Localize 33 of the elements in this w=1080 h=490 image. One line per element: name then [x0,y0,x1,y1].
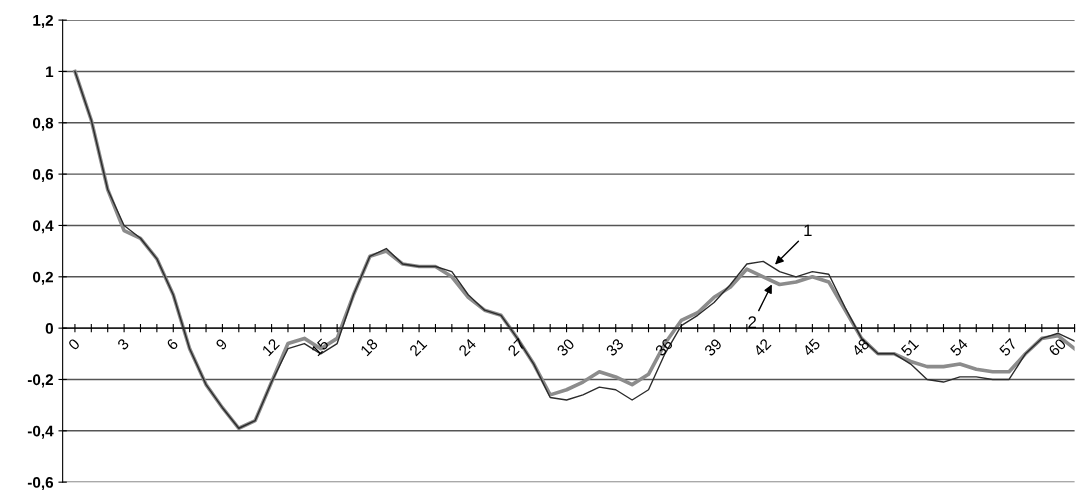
x-tick-label: 48 [851,337,870,357]
y-tick-label: 0,8 [32,117,54,131]
x-tick-label: 18 [359,337,379,357]
x-tick-label: 57 [998,338,1018,357]
x-tick-label: 51 [900,338,920,357]
x-tick-label: 0 [67,337,81,351]
x-tick-label: 3 [116,337,130,351]
y-tick-label: 1 [46,66,54,77]
y-tick-label: -0,2 [27,374,53,388]
x-tick-label: 15 [310,338,330,357]
x-tick-label: 36 [654,337,674,357]
x-tick-label: 39 [703,337,723,357]
x-tick-label: 12 [261,337,280,357]
y-tick-label: -0,4 [27,425,54,439]
y-tick-label: 1,2 [33,14,53,28]
y-tick-label: 0,6 [32,168,54,183]
x-tick-label: 60 [1048,337,1067,357]
annotation: 1 [804,224,812,237]
x-tick-label: 27 [507,337,526,357]
x-tick-label: 42 [752,337,772,357]
x-tick-label: 6 [166,337,179,351]
x-tick-label: 21 [408,337,428,357]
x-tick-label: 24 [458,337,477,357]
y-tick-label: -0,6 [27,477,54,490]
x-tick-label: 9 [215,337,228,351]
y-tick-label: 0 [45,323,53,334]
y-tick-label: 0,4 [32,220,54,234]
x-tick-label: 30 [556,337,576,357]
y-tick-label: 0,2 [32,271,53,285]
x-tick-label: 33 [605,337,625,357]
annotation: 2 [748,316,757,328]
x-tick-label: 45 [801,338,821,357]
x-tick-label: 54 [949,337,969,357]
